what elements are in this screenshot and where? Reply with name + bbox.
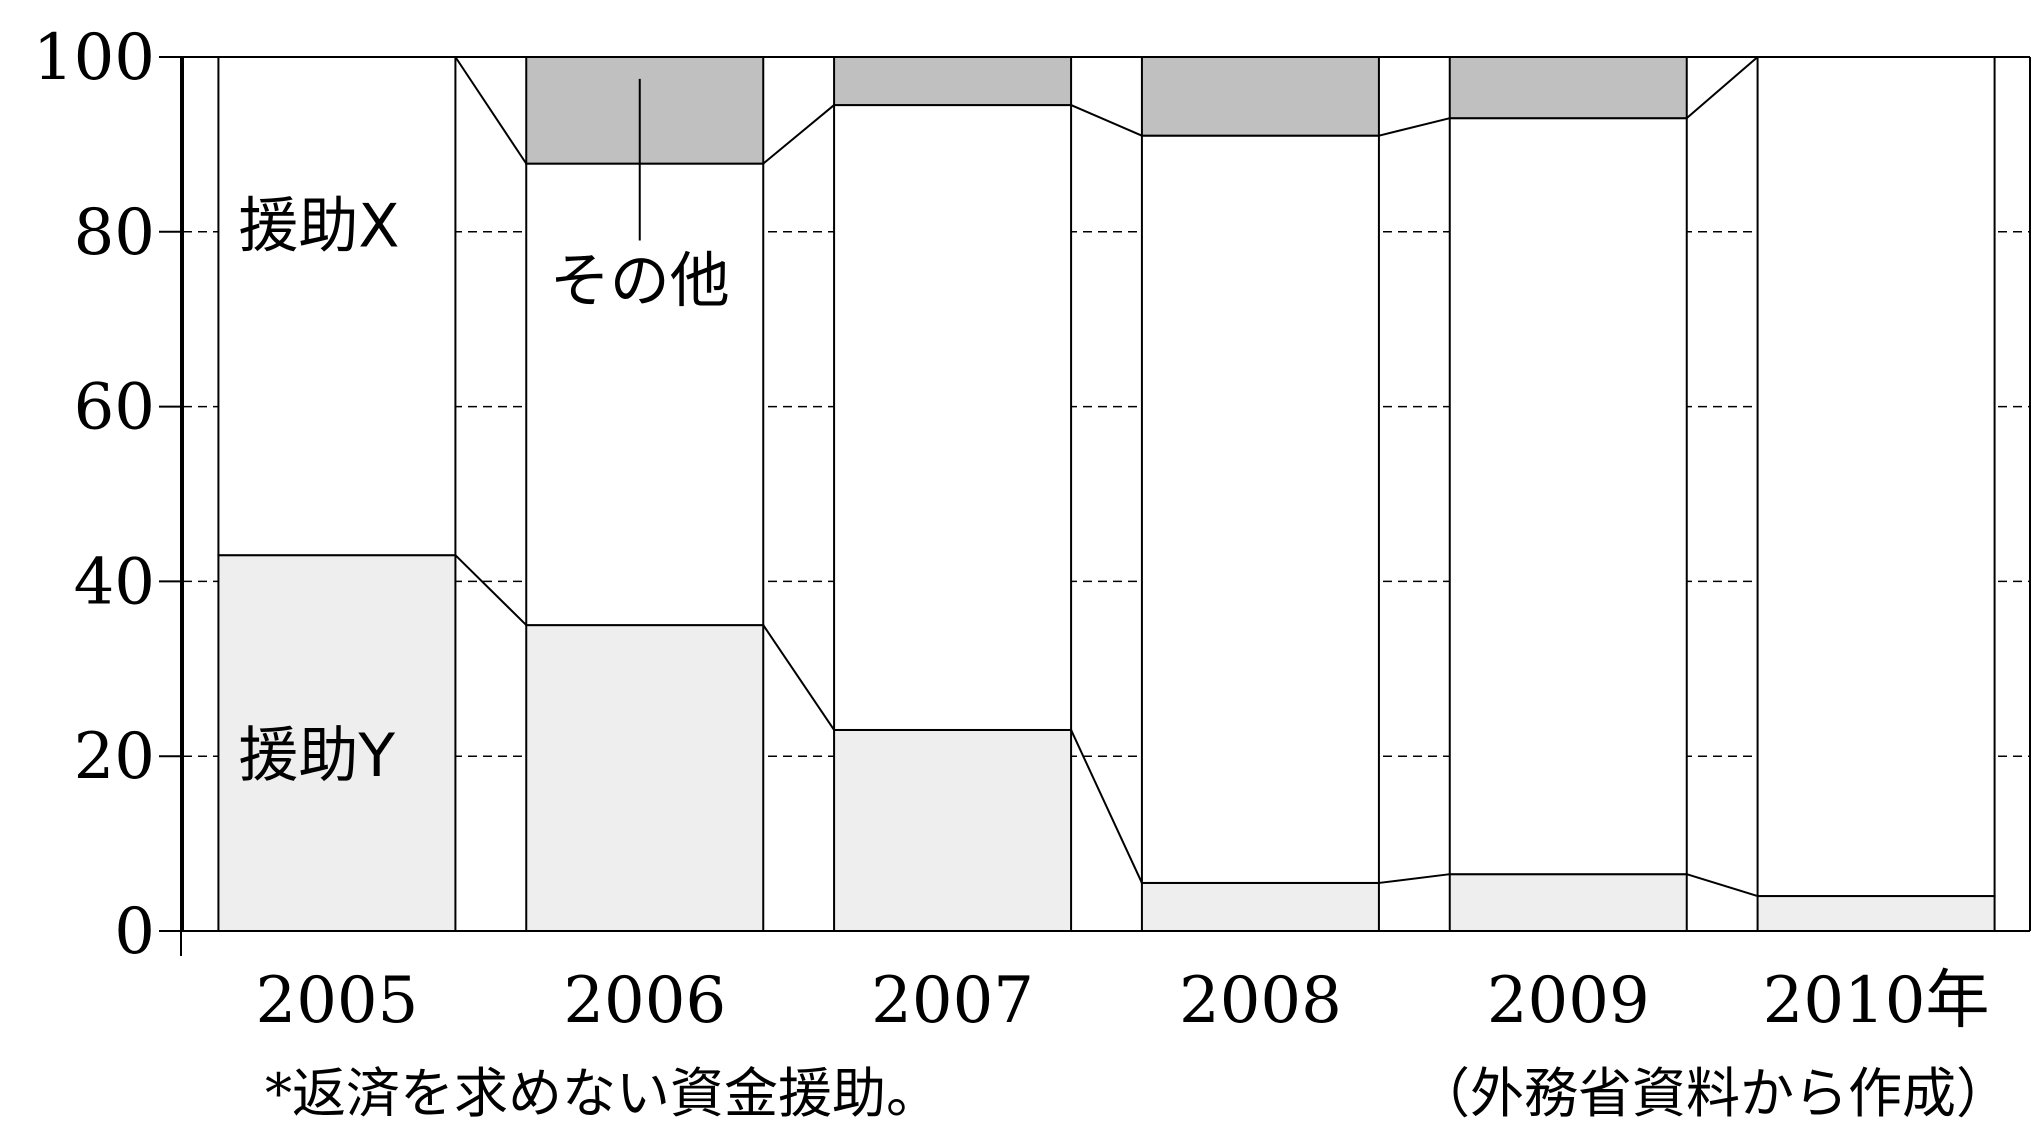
x-tick-label: 2006 — [563, 964, 726, 1038]
bar-segment — [525, 624, 765, 932]
connector-line — [1686, 56, 1759, 119]
bar-segment — [1140, 881, 1380, 932]
bar-segment — [1756, 895, 1996, 932]
footnote: *返済を求めない資金援助。 — [265, 1062, 940, 1124]
bar-segment — [833, 56, 1073, 107]
connector-line — [1686, 873, 1758, 897]
y-tick-label: 40 — [74, 545, 155, 619]
y-tick-label: 60 — [74, 371, 155, 445]
connector-line — [1378, 117, 1450, 137]
x-tick-label: 2010年 — [1763, 964, 1990, 1038]
series-label-y: 援助Y — [238, 721, 395, 791]
connector-line — [762, 104, 835, 165]
y-tick-label: 20 — [74, 720, 155, 794]
bar-segment — [217, 56, 457, 557]
grid-layer — [183, 231, 2030, 757]
bar-segment — [1448, 117, 1688, 876]
bar-segment — [525, 56, 765, 165]
bar-segment — [1140, 56, 1380, 137]
connector-line — [1378, 873, 1450, 884]
connector-line — [454, 554, 527, 626]
y-tick-label: 80 — [74, 196, 155, 270]
bar-segment — [1448, 873, 1688, 933]
series-label-x: 援助X — [238, 191, 399, 261]
series-label-other: その他 — [550, 247, 730, 317]
connector-line — [1070, 729, 1143, 884]
connector-line — [454, 56, 528, 165]
x-tick-label: 2008 — [1179, 964, 1342, 1038]
bar-segment — [1448, 56, 1688, 120]
labels-layer: 0 20 40 60 80 100 2005 2006 2007 2008 2009 2010年 援助X… — [33, 21, 1990, 1038]
bar-segment — [1756, 56, 1996, 898]
y-tick-label: 100 — [33, 21, 155, 95]
connectors-layer — [454, 56, 1759, 897]
bar-segment — [833, 728, 1073, 932]
x-tick-label: 2007 — [871, 964, 1034, 1038]
bar-segment — [217, 554, 457, 932]
y-tick-label: 0 — [114, 895, 155, 969]
bar-segment — [833, 104, 1073, 731]
source-note: （外務省資料から作成） — [1416, 1062, 2010, 1124]
x-tick-label: 2005 — [255, 964, 418, 1038]
connector-line — [1070, 104, 1143, 137]
axis-layer — [159, 56, 2031, 956]
bars-layer — [217, 56, 1996, 933]
bar-segment — [1140, 134, 1380, 884]
x-tick-label: 2009 — [1487, 964, 1650, 1038]
connector-line — [762, 624, 835, 731]
bar-segment — [525, 162, 765, 627]
